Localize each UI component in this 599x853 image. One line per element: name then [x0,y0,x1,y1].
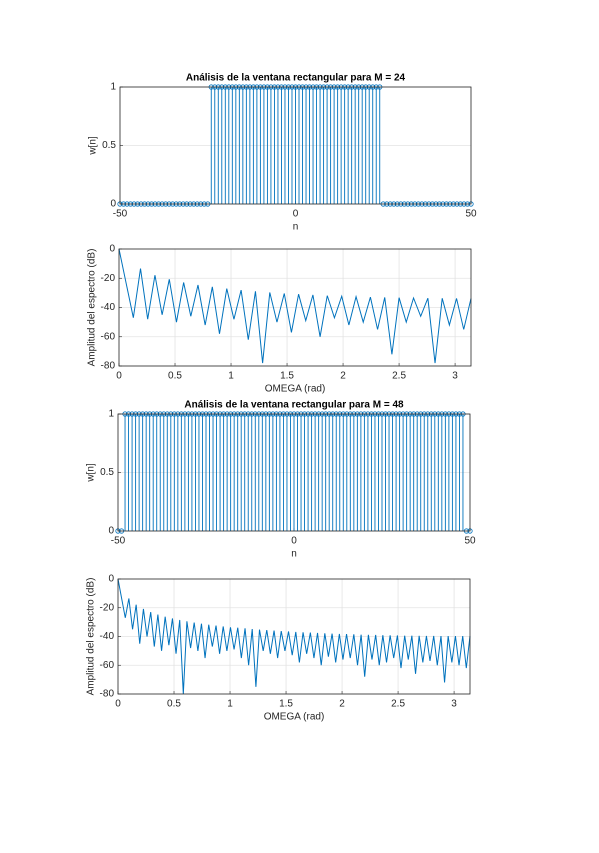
y-tick-label: 0 [110,199,116,210]
y-tick-label: 0.5 [102,140,116,151]
x-tick-label: 0 [115,699,121,710]
chart-title: Análisis de la ventana rectangular para … [186,73,406,84]
x-axis-label: OMEGA (rad) [265,384,326,395]
y-tick-label: -80 [100,689,115,700]
axes-box [119,86,472,205]
x-axis-label: OMEGA (rad) [264,712,325,723]
y-tick-label: 0 [108,526,114,537]
x-tick-label: 0 [291,536,297,547]
y-axis-label: w[n] [88,136,99,156]
x-tick-label: 2 [339,699,345,710]
y-tick-label: -20 [100,602,115,613]
axes-box [118,248,472,367]
x-tick-label: 1 [227,699,233,710]
axes-box [117,413,471,532]
x-tick-label: 0 [293,209,299,220]
y-tick-label: 1 [110,82,116,93]
axes-box [117,578,471,695]
y-tick-label: -60 [101,331,116,342]
chart-title: Análisis de la ventana rectangular para … [184,400,404,411]
x-tick-label: 3 [451,699,457,710]
x-axis-label: n [291,549,297,560]
y-tick-label: -80 [101,361,116,372]
x-tick-label: 1.5 [279,699,293,710]
x-tick-label: 1.5 [280,371,294,382]
x-tick-label: 0.5 [167,699,181,710]
y-tick-label: 0 [109,244,115,255]
data-layer [118,248,472,364]
x-tick-label: 0 [116,371,122,382]
spectrum-line [117,578,471,695]
x-tick-label: 50 [465,209,477,220]
y-tick-label: -20 [101,273,116,284]
spectrum-line [118,248,472,364]
y-tick-label: 0 [108,574,114,585]
x-tick-label: 3 [452,371,458,382]
x-axis-label: n [293,222,299,233]
x-tick-label: 0.5 [168,371,182,382]
data-layer [117,578,471,695]
x-tick-label: -50 [113,209,128,220]
x-tick-label: 2.5 [392,371,406,382]
y-axis-label: w[n] [86,463,97,483]
y-axis-label: Amplitud del espectro (dB) [87,249,98,367]
x-tick-label: 2 [340,371,346,382]
x-tick-label: 50 [464,536,476,547]
y-axis-label: Amplitud del espectro (dB) [86,578,97,696]
y-tick-label: -60 [100,660,115,671]
x-tick-label: 1 [228,371,234,382]
x-tick-label: 2.5 [391,699,405,710]
y-tick-label: -40 [100,631,115,642]
y-tick-label: -40 [101,302,116,313]
y-tick-label: 0.5 [100,467,114,478]
x-tick-label: -50 [111,536,126,547]
y-tick-label: 1 [108,409,114,420]
